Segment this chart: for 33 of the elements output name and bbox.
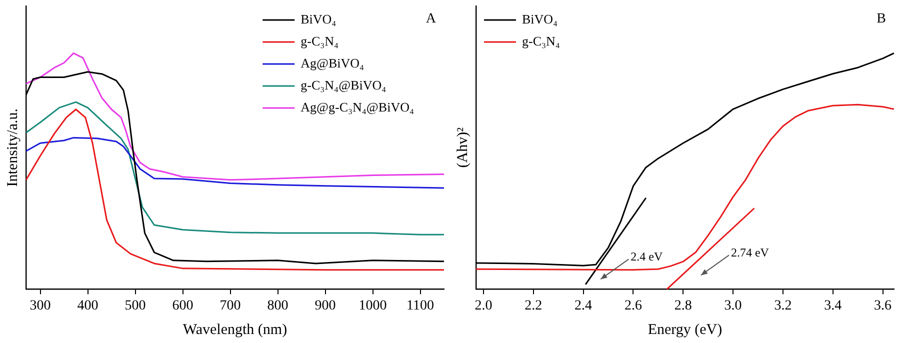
x-tick-label: 2.2 [524,298,542,314]
x-tick-label: 2.6 [624,298,642,314]
x-axis-title: Energy (eV) [648,322,722,338]
x-tick-label: 2.0 [474,298,492,314]
legend-label: BiVO₄ [522,11,558,26]
x-tick-label: 3.0 [724,298,742,314]
x-tick-label: 700 [220,298,241,314]
x-axis-title: Wavelength (nm) [182,322,288,338]
annotation: 2.74 eV [730,245,770,260]
x-tick-label: 400 [77,298,98,314]
x-tick-label: 1100 [406,298,434,314]
text: A [426,12,437,27]
x-tick-label: 500 [124,298,146,314]
legend-label: Ag@g-C₃N₄@BiVO₄ [300,99,414,114]
legend-label: g-C₃N₄ [300,33,340,48]
legend-label: g-C₃N₄ [522,33,560,48]
x-tick-label: 900 [314,298,336,314]
x-tick-label: 3.4 [824,298,842,314]
annotation: 2.4 eV [630,249,663,264]
text: B [876,12,886,27]
x-tick-label: 2.4 [574,298,592,314]
x-tick-label: 3.6 [874,298,892,314]
x-tick-label: 800 [267,298,288,314]
y-axis-title: Intensity/a.u. [4,108,21,187]
legend-label: BiVO₄ [300,11,337,26]
x-tick-label: 1000 [358,298,387,314]
legend-label: Ag@BiVO₄ [300,55,365,70]
y-axis-title: (Ahv)² [454,126,471,168]
x-tick-label: 2.8 [674,298,692,314]
x-tick-label: 300 [30,298,51,314]
x-tick-label: 600 [172,298,194,314]
legend-label: g-C₃N₄@BiVO₄ [300,77,387,92]
x-tick-label: 3.2 [774,298,792,314]
